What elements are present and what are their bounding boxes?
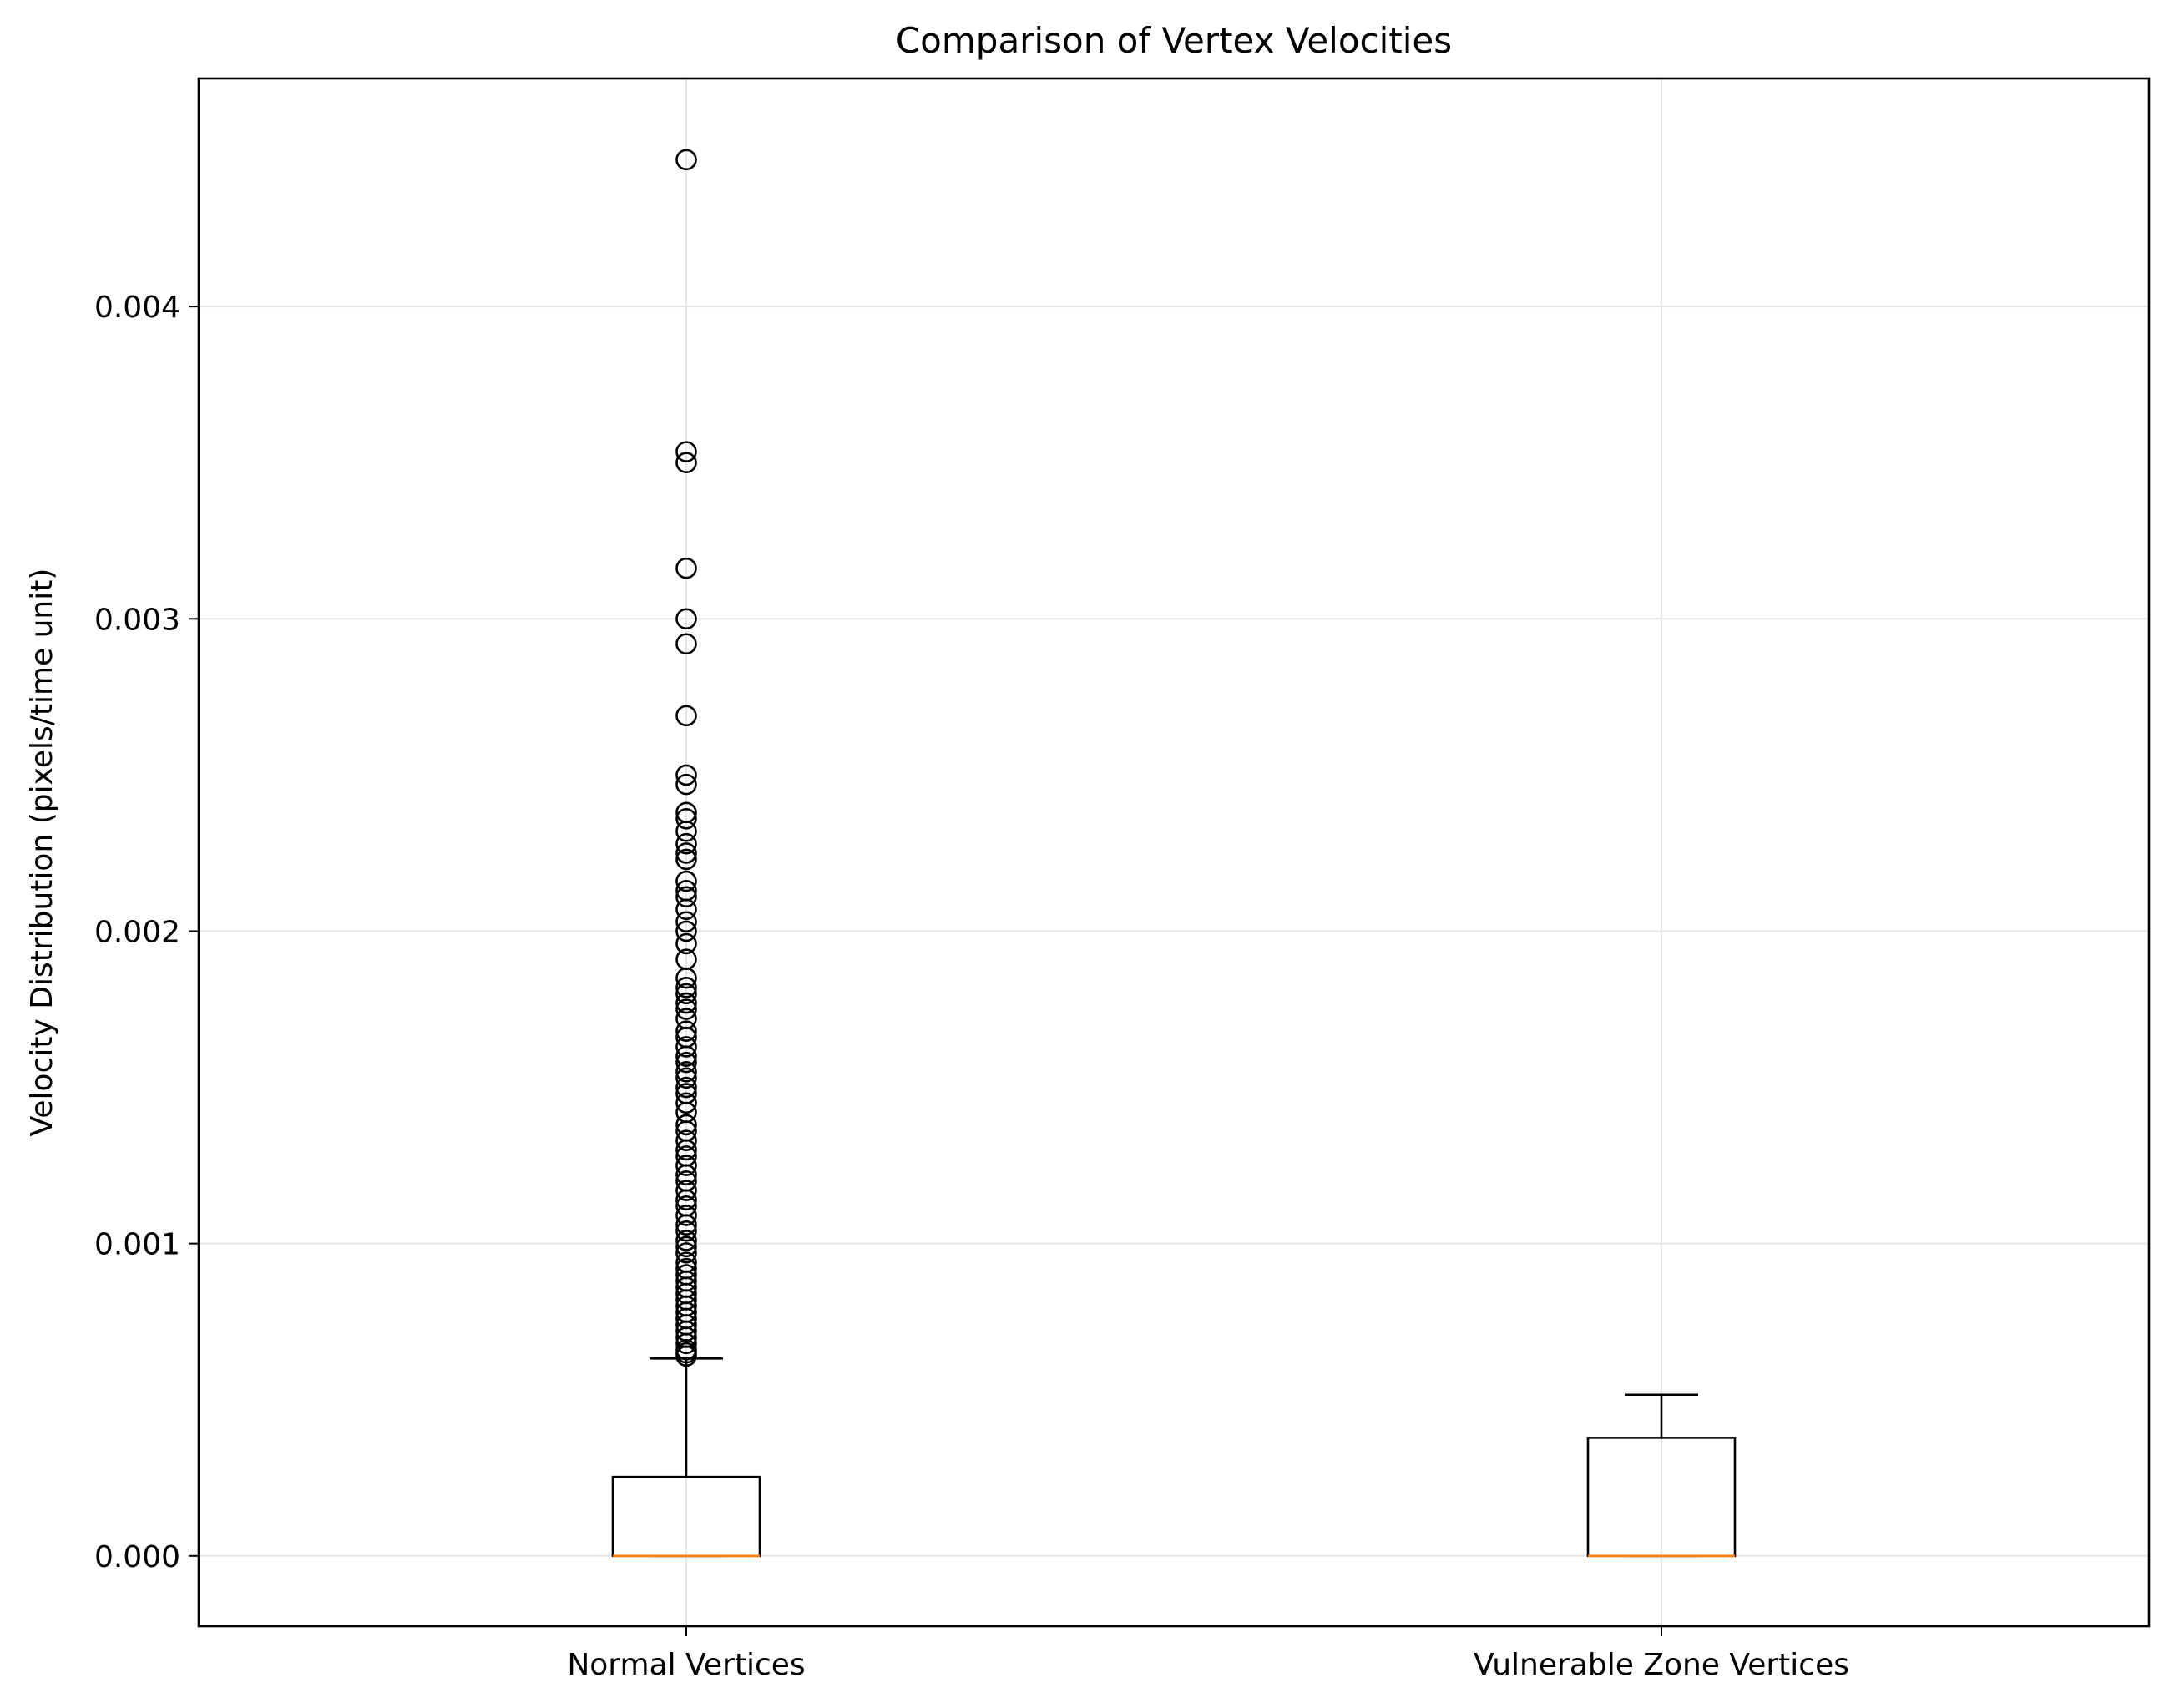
outlier-point: [675, 441, 697, 462]
box-group: [1586, 1393, 1737, 1558]
outlier-point: [675, 1061, 697, 1083]
outlier-point: [675, 1129, 697, 1151]
outlier-point: [675, 807, 697, 830]
outlier-point: [675, 633, 697, 655]
outlier-point: [675, 932, 697, 955]
outlier-point: [675, 870, 697, 892]
outlier-point: [675, 820, 697, 842]
y-axis-label: Velocity Distribution (pixels/time unit): [25, 568, 59, 1137]
outlier-markers: [675, 149, 697, 1367]
outlier-point: [675, 1155, 697, 1176]
outlier-point: [675, 764, 697, 786]
outlier-point: [675, 1205, 697, 1226]
y-tick-label: 0.002: [94, 915, 180, 949]
plot-area-frame: [197, 77, 2151, 1628]
outlier-point: [675, 452, 697, 474]
outlier-point: [675, 1139, 697, 1161]
outlier-point: [675, 1067, 697, 1089]
chart-title: Comparison of Vertex Velocities: [896, 20, 1452, 61]
outlier-point: [675, 1114, 697, 1136]
outlier-point: [675, 1236, 697, 1258]
outlier-point: [675, 1045, 697, 1067]
outlier-point: [675, 842, 697, 864]
y-tick-label: 0.000: [94, 1540, 180, 1574]
outlier-point: [675, 967, 697, 989]
outlier-point: [675, 1230, 697, 1251]
outlier-point: [675, 1020, 697, 1043]
outlier-point: [675, 886, 697, 908]
outlier-point: [675, 983, 697, 1005]
outlier-point: [675, 1345, 697, 1367]
outlier-point: [675, 773, 697, 796]
outlier-point: [675, 920, 697, 942]
outlier-point: [675, 1220, 697, 1242]
outlier-point: [675, 1189, 697, 1211]
box-plots: [611, 1357, 1737, 1558]
outlier-point: [675, 705, 697, 727]
outlier-point: [675, 1076, 697, 1099]
y-tick-label: 0.004: [94, 291, 180, 325]
outlier-point: [675, 1214, 697, 1236]
outlier-point: [675, 1242, 697, 1264]
axes: 0.000 0.001 0.002 0.003 0.004 Normal Vertices…: [94, 291, 1849, 1682]
outlier-point: [675, 832, 697, 855]
outlier-point: [675, 1164, 697, 1186]
outlier-point: [675, 557, 697, 579]
x-tick-label: Normal Vertices: [567, 1648, 805, 1682]
outlier-point: [675, 898, 697, 921]
outlier-point: [675, 848, 697, 871]
outlier-point: [675, 1036, 697, 1058]
outlier-point: [675, 1180, 697, 1201]
outlier-point: [675, 1332, 697, 1355]
outlier-point: [675, 149, 697, 171]
outlier-point: [675, 911, 697, 933]
outlier-point: [675, 977, 697, 998]
x-tick-label: Vulnerable Zone Vertices: [1474, 1648, 1849, 1682]
outlier-point: [675, 998, 697, 1020]
outlier-point: [675, 608, 697, 630]
outlier-point: [675, 992, 697, 1014]
y-tick-label: 0.001: [94, 1228, 180, 1262]
outlier-point: [675, 1051, 697, 1074]
outlier-point: [675, 1092, 697, 1114]
y-tick-label: 0.003: [94, 603, 180, 637]
